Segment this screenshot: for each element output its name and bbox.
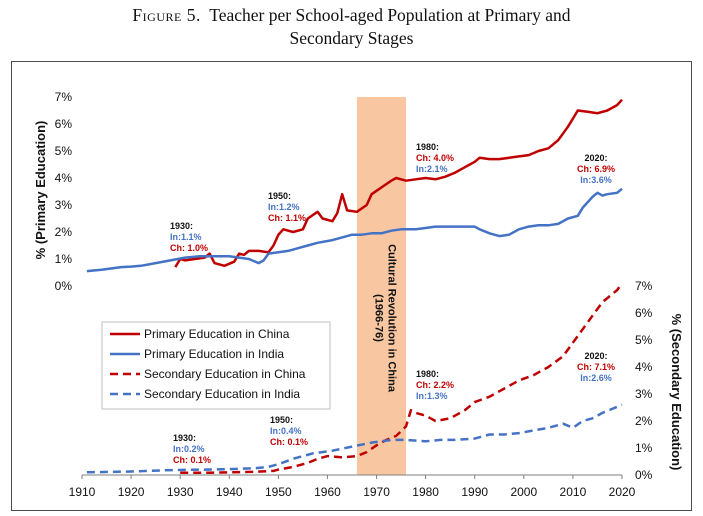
annotation-china-value: Ch: 2.2% — [416, 380, 454, 390]
figure-title: Figure 5. Teacher per School-aged Popula… — [0, 4, 703, 50]
annotation-year: 2020: — [584, 153, 607, 163]
annotation-india-value: In:2.6% — [580, 373, 612, 383]
primary-y-tick: 0% — [55, 279, 73, 293]
primary-y-tick: 2% — [55, 225, 73, 239]
annotation-china-value: Ch: 0.1% — [270, 437, 308, 447]
x-tick-label: 1930 — [167, 485, 194, 499]
series-line-primary-education-in-india — [86, 187, 623, 273]
annotation-china-value: Ch: 6.9% — [577, 164, 615, 174]
secondary-y-tick: 4% — [635, 360, 653, 374]
annotation-india-value: In:1.3% — [416, 391, 448, 401]
series-line-primary-education-in-china — [174, 98, 623, 268]
x-tick-label: 2010 — [560, 485, 587, 499]
annotation-india-value: In:0.2% — [173, 444, 205, 454]
x-tick-label: 1950 — [265, 485, 292, 499]
x-tick-label: 1960 — [314, 485, 341, 499]
annotation-year: 1980: — [416, 142, 439, 152]
annotation-china-value: Ch: 1.1% — [268, 213, 306, 223]
cultural-revolution-band — [356, 97, 406, 475]
annotation-year: 1950: — [270, 415, 293, 425]
legend-label: Secondary Education in China — [144, 367, 306, 381]
annotation-year: 2020: — [584, 351, 607, 361]
x-tick-label: 1980 — [412, 485, 439, 499]
title-line-1: Teacher per School-aged Population at Pr… — [209, 5, 571, 25]
annotation-india-value: In:2.1% — [416, 164, 448, 174]
annotation-india-value: In:1.1% — [170, 232, 202, 242]
annotation-year: 1950: — [268, 191, 291, 201]
annotation-china-value: Ch: 1.0% — [170, 243, 208, 253]
primary-y-tick: 5% — [55, 144, 73, 158]
x-tick-label: 2020 — [609, 485, 636, 499]
secondary-y-tick: 3% — [635, 387, 653, 401]
x-tick-label: 1970 — [363, 485, 390, 499]
secondary-y-tick: 0% — [635, 468, 653, 482]
primary-y-tick: 4% — [55, 171, 73, 185]
x-tick-label: 2000 — [510, 485, 537, 499]
annotation-year: 1930: — [173, 433, 196, 443]
band-event-label: Cultural Revolution in China — [385, 244, 397, 393]
figure-label: Figure 5. — [132, 5, 201, 25]
legend-label: Primary Education in China — [144, 327, 290, 341]
series-line-secondary-education-in-india — [86, 403, 623, 474]
legend-label: Primary Education in India — [144, 347, 284, 361]
primary-y-tick: 1% — [55, 252, 73, 266]
secondary-y-tick: 7% — [635, 279, 653, 293]
primary-y-tick: 3% — [55, 198, 73, 212]
chart-frame — [11, 61, 692, 511]
title-line-2: Secondary Stages — [289, 28, 414, 48]
annotation-india-value: In:0.4% — [270, 426, 302, 436]
secondary-y-axis-label: % (Secondary Education) — [669, 314, 684, 471]
x-tick-label: 1910 — [69, 485, 96, 499]
secondary-y-tick: 5% — [635, 333, 653, 347]
annotation-india-value: In:3.6% — [580, 175, 612, 185]
x-tick-label: 1920 — [118, 485, 145, 499]
secondary-y-tick: 2% — [635, 414, 653, 428]
series-line-secondary-education-in-china — [180, 282, 624, 475]
annotation-year: 1930: — [170, 221, 193, 231]
x-tick-label: 1990 — [461, 485, 488, 499]
annotation-china-value: Ch: 0.1% — [173, 455, 211, 465]
annotation-china-value: Ch: 4.0% — [416, 153, 454, 163]
secondary-y-tick: 1% — [635, 441, 653, 455]
annotation-india-value: In:1.2% — [268, 202, 300, 212]
primary-y-tick: 6% — [55, 117, 73, 131]
primary-y-axis-label: % (Primary Education) — [33, 121, 48, 260]
legend-label: Secondary Education in India — [144, 387, 300, 401]
band-years-label: (1966-76) — [372, 294, 384, 342]
primary-y-tick: 7% — [55, 90, 73, 104]
x-tick-label: 1940 — [216, 485, 243, 499]
annotation-china-value: Ch: 7.1% — [577, 362, 615, 372]
secondary-y-tick: 6% — [635, 306, 653, 320]
annotation-year: 1980: — [416, 369, 439, 379]
